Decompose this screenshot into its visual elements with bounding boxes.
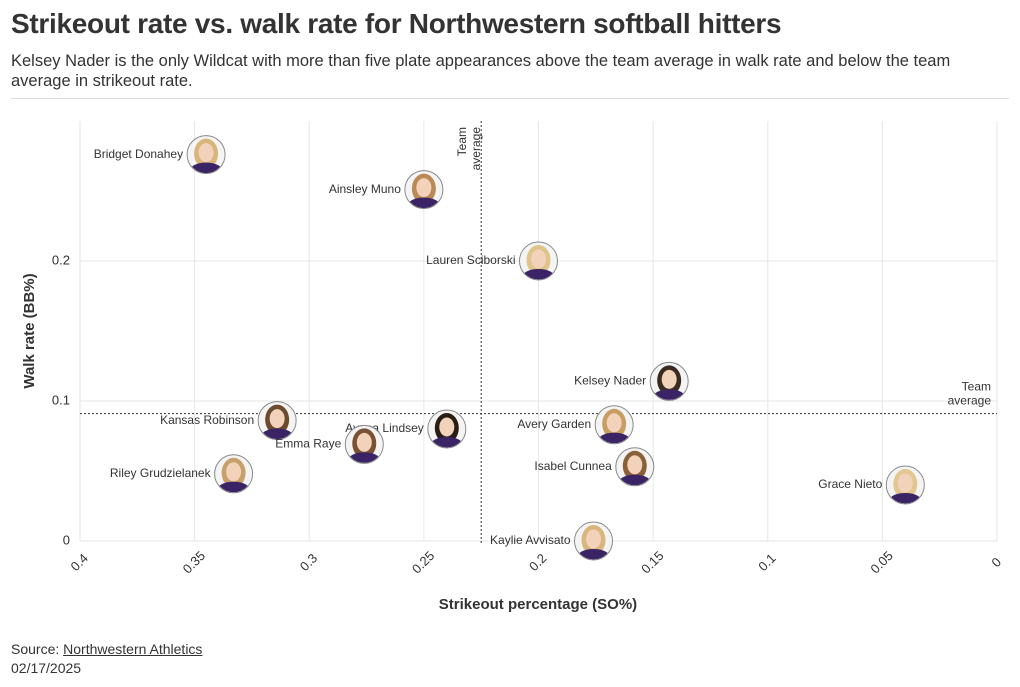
player-point	[404, 170, 444, 210]
player-point	[257, 401, 297, 441]
player-photo	[575, 522, 613, 560]
photo-face	[269, 409, 285, 429]
x-tick-label: 0	[988, 554, 1004, 570]
photo-border	[344, 424, 384, 464]
photo-border	[186, 135, 226, 175]
divider	[11, 98, 1009, 99]
y-axis-title: Walk rate (BB%)	[21, 273, 38, 388]
player-photo	[345, 425, 383, 463]
point-label: Grace Nieto	[818, 477, 882, 491]
player-photo	[886, 466, 924, 504]
photo-face	[416, 178, 432, 198]
photo-face	[226, 462, 242, 482]
player-photo	[215, 455, 253, 493]
x-tick-label: 0.05	[867, 548, 896, 577]
player-photo	[616, 448, 654, 486]
player-point	[885, 465, 925, 505]
player-point	[214, 454, 254, 494]
player-photo	[650, 362, 688, 400]
point-label: Ainsley Muno	[329, 182, 401, 196]
point-label: Kelsey Nader	[574, 374, 646, 388]
source-label: Source:	[11, 641, 60, 657]
x-tick-label: 0.15	[638, 548, 667, 577]
x-axis-title: Strikeout percentage (SO%)	[439, 596, 637, 613]
photo-border	[574, 521, 614, 561]
source-link[interactable]: Northwestern Athletics	[63, 641, 203, 657]
point-label: Emma Raye	[275, 437, 341, 451]
point-label: Avery Garden	[517, 417, 591, 431]
point-label: Kaylie Avvisato	[490, 533, 571, 547]
player-photo	[405, 171, 443, 209]
photo-face	[586, 529, 602, 549]
x-tick-label: 0.1	[755, 551, 778, 574]
chart-subtitle: Kelsey Nader is the only Wildcat with mo…	[11, 52, 951, 90]
photo-face	[627, 455, 643, 475]
point-label: Isabel Cunnea	[534, 459, 612, 473]
player-point	[649, 361, 689, 401]
player-point	[594, 405, 634, 445]
player-photo	[258, 402, 296, 440]
x-tick-label: 0.35	[180, 548, 209, 577]
photo-face	[661, 369, 677, 389]
x-tick-label: 0.2	[526, 551, 549, 574]
player-point	[615, 447, 655, 487]
date: 02/17/2025	[11, 660, 82, 676]
photo-border	[427, 409, 467, 449]
photo-face	[439, 417, 455, 437]
player-point	[427, 409, 467, 449]
x-tick-label: 0.25	[409, 548, 438, 577]
photo-border	[649, 361, 689, 401]
player-photo	[595, 406, 633, 444]
y-tick-label: 0.1	[52, 392, 70, 407]
player-point	[344, 424, 384, 464]
point-label: Kansas Robinson	[160, 413, 254, 427]
point-label: Riley Grudzielanek	[110, 466, 212, 480]
photo-border	[404, 170, 444, 210]
x-tick-label: 0.4	[68, 551, 91, 574]
photo-face	[897, 473, 913, 493]
photo-border	[519, 241, 558, 281]
photo-face	[531, 249, 546, 269]
y-tick-label: 0	[63, 532, 70, 547]
photo-border	[615, 447, 655, 487]
chart-title: Strikeout rate vs. walk rate for Northwe…	[11, 8, 782, 39]
footer: Source: Northwestern Athletics 02/17/202…	[11, 640, 202, 678]
photo-border	[594, 405, 634, 445]
point-label: Bridget Donahey	[94, 147, 183, 161]
point-label: Lauren Sciborski	[426, 253, 515, 267]
photo-border	[257, 401, 297, 441]
reference-label: Teamaverage	[455, 127, 483, 171]
player-photo	[428, 410, 466, 448]
y-tick-label: 0.2	[52, 252, 70, 267]
photo-border	[885, 465, 925, 505]
photo-face	[198, 143, 214, 163]
player-photo	[187, 136, 225, 174]
x-tick-label: 0.3	[297, 551, 320, 574]
photo-face	[356, 432, 372, 452]
player-photo	[520, 242, 557, 280]
player-point	[574, 521, 614, 561]
photo-face	[606, 413, 622, 433]
photo-border	[214, 454, 254, 494]
player-point	[519, 241, 558, 281]
player-point	[186, 135, 226, 175]
